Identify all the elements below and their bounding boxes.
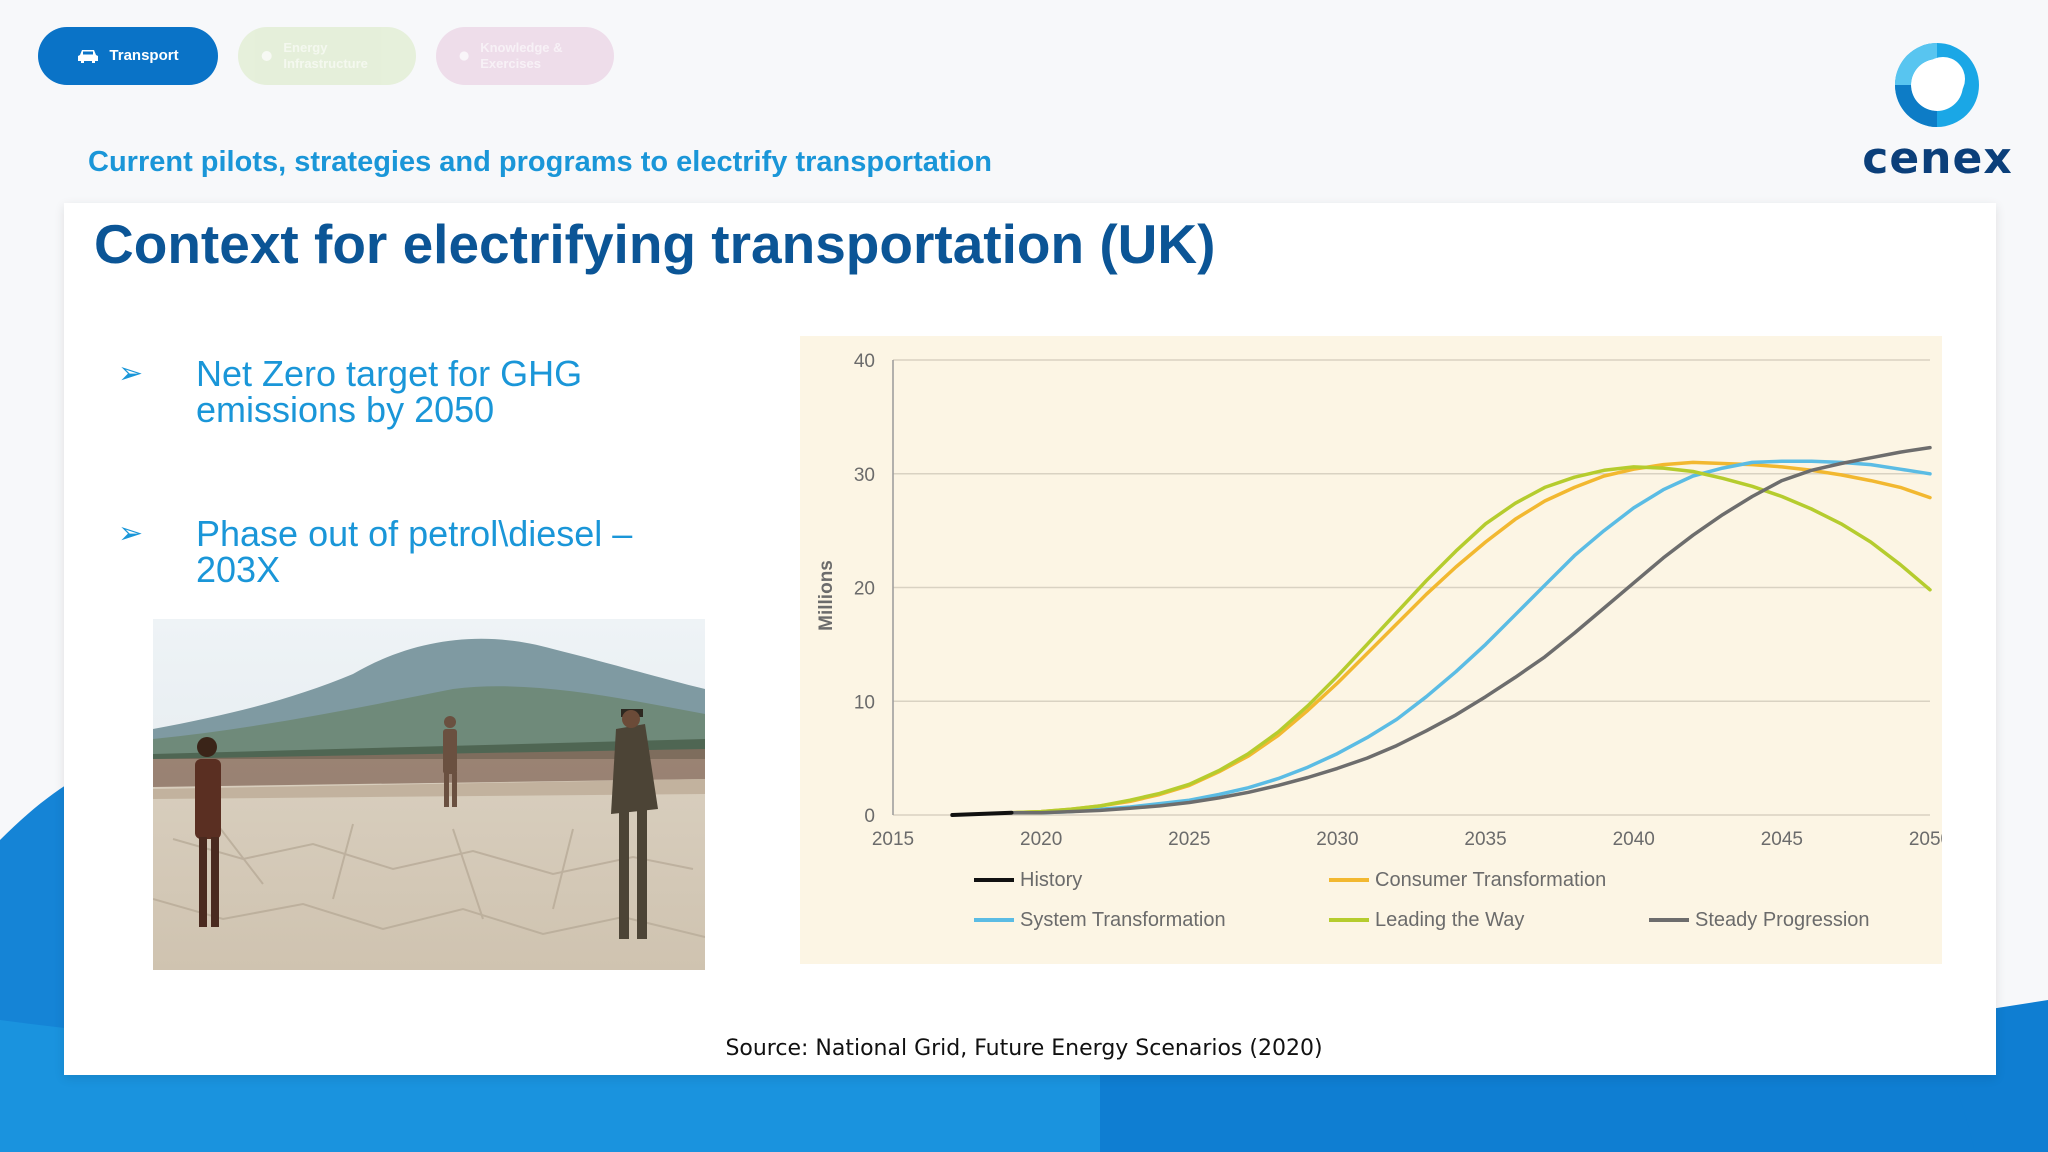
film-still-photo bbox=[153, 619, 705, 970]
legend-label: Consumer Transformation bbox=[1375, 869, 1606, 891]
tab-label: Energy Infrastructure bbox=[283, 40, 368, 71]
bullet-item: ➢ Phase out of petrol\diesel – 203X bbox=[118, 516, 716, 588]
logo-text: cenex bbox=[1862, 133, 2013, 184]
arrow-bullet-icon: ➢ bbox=[118, 356, 144, 391]
source-citation: Source: National Grid, Future Energy Sce… bbox=[725, 1036, 1323, 1061]
y-axis-label: Millions bbox=[816, 560, 837, 631]
tab-transport[interactable]: Transport bbox=[38, 27, 218, 85]
x-tick-label: 2050 bbox=[1909, 829, 1942, 850]
x-tick-label: 2045 bbox=[1761, 829, 1803, 850]
figure-left bbox=[195, 737, 221, 927]
series-line-leading-the-way bbox=[1009, 465, 1932, 815]
legend-label: Leading the Way bbox=[1375, 909, 1524, 931]
car-icon bbox=[78, 50, 99, 63]
x-tick-label: 2025 bbox=[1168, 829, 1210, 850]
ev-uptake-chart: 0 10 20 30 40 2015 2020 2025 2030 2035 2040 2045 205… bbox=[800, 336, 1942, 964]
logo-swirl-icon bbox=[1895, 43, 1979, 127]
bullet-text: Net Zero target for GHG emissions by 205… bbox=[196, 353, 583, 430]
tab-label: Knowledge & Exercises bbox=[480, 40, 563, 71]
tab-energy-infrastructure[interactable]: Energy Infrastructure bbox=[238, 27, 416, 85]
x-tick-label: 2015 bbox=[872, 829, 914, 850]
cenex-logo: cenex bbox=[1855, 35, 2020, 185]
slide-title: Context for electrifying transportation … bbox=[94, 213, 1216, 275]
series-line-history bbox=[950, 810, 1014, 817]
legend-label: Steady Progression bbox=[1695, 909, 1870, 931]
page-subtitle: Current pilots, strategies and programs … bbox=[88, 146, 992, 178]
series-line-consumer-transformation bbox=[1009, 460, 1932, 815]
series-line-steady-progression bbox=[1009, 445, 1932, 815]
figure-center bbox=[443, 716, 457, 807]
series-line-system-transformation bbox=[1009, 459, 1932, 815]
x-tick-label: 2030 bbox=[1316, 829, 1358, 850]
y-tick-label: 10 bbox=[854, 692, 875, 713]
tab-label: Transport bbox=[109, 47, 179, 64]
y-tick-label: 30 bbox=[854, 465, 875, 486]
legend-label: System Transformation bbox=[1020, 909, 1226, 931]
bullet-text: Phase out of petrol\diesel – 203X bbox=[196, 513, 633, 590]
bullet-item: ➢ Net Zero target for GHG emissions by 2… bbox=[118, 356, 716, 428]
x-tick-label: 2020 bbox=[1020, 829, 1062, 850]
knowledge-icon bbox=[459, 51, 469, 61]
x-tick-label: 2035 bbox=[1464, 829, 1506, 850]
figure-right bbox=[611, 709, 658, 939]
legend-label: History bbox=[1020, 869, 1082, 891]
y-tick-label: 0 bbox=[864, 806, 875, 827]
y-tick-label: 40 bbox=[854, 351, 875, 372]
y-tick-label: 20 bbox=[854, 579, 875, 600]
arrow-bullet-icon: ➢ bbox=[118, 516, 144, 551]
energy-icon bbox=[261, 50, 272, 62]
tab-knowledge-exercises[interactable]: Knowledge & Exercises bbox=[436, 27, 614, 85]
x-tick-label: 2040 bbox=[1613, 829, 1655, 850]
